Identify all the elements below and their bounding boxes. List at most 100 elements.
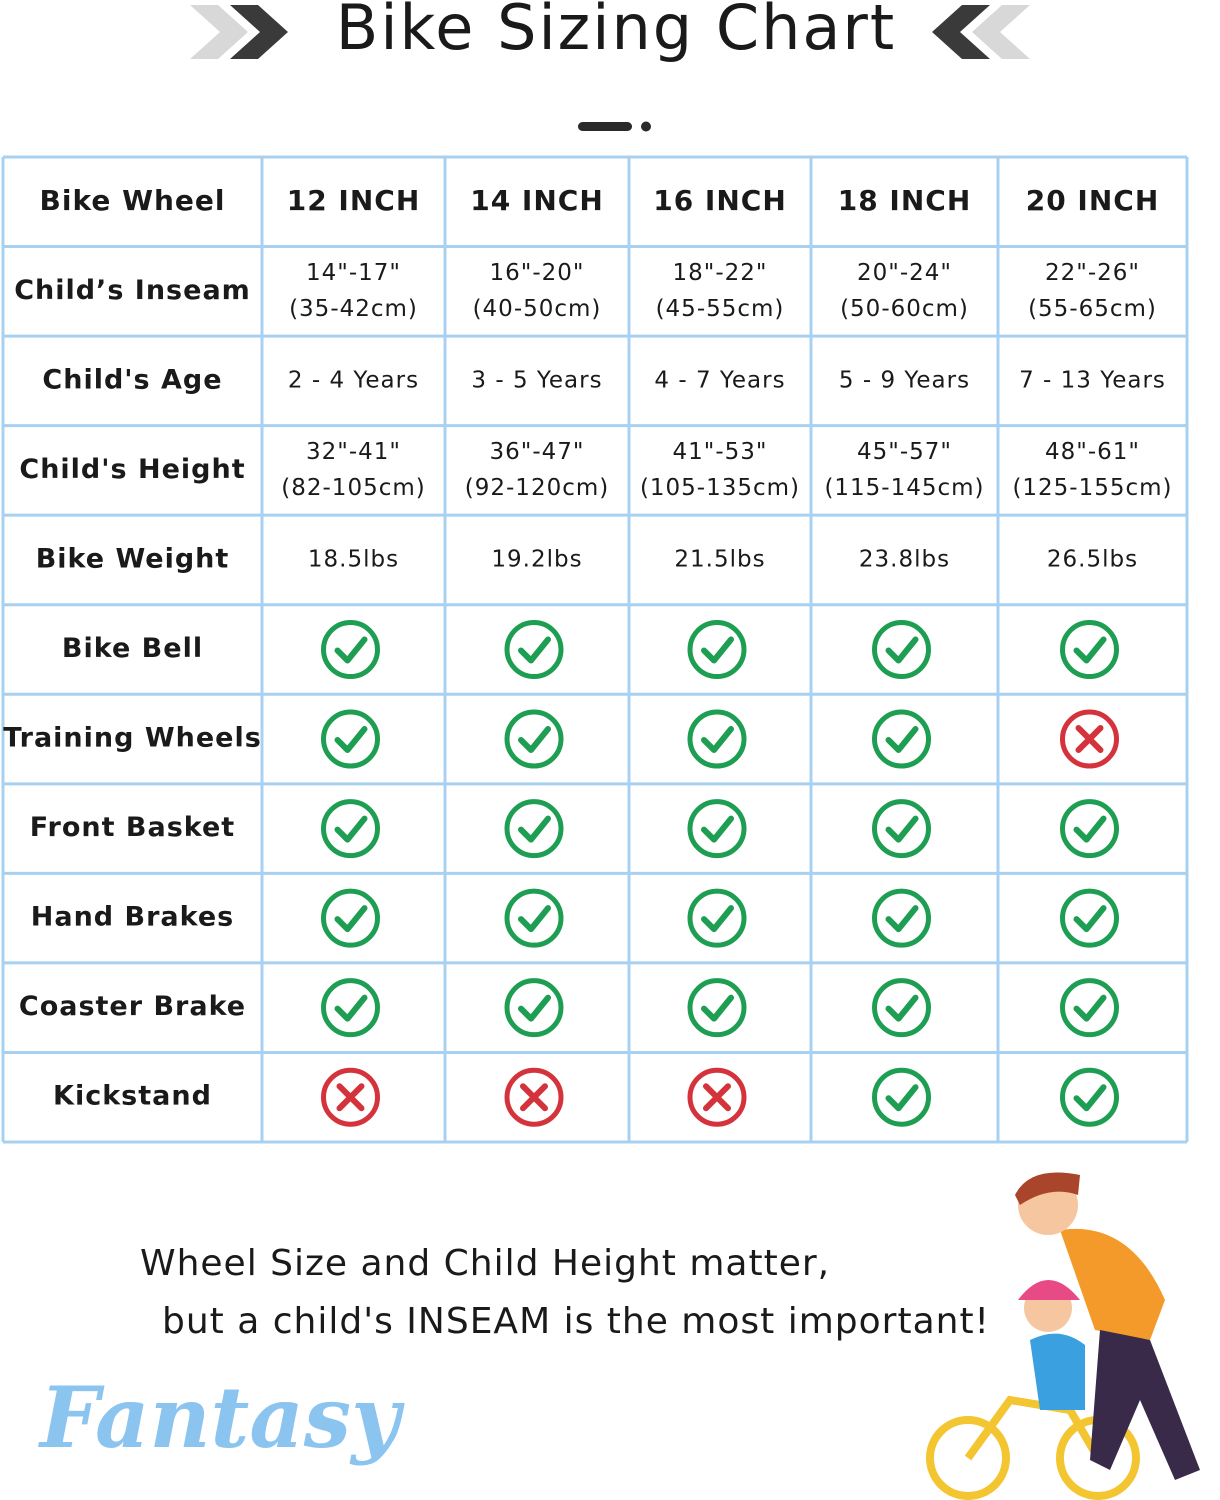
icon-ring: [687, 1067, 747, 1127]
illustration: [926, 1172, 1200, 1500]
icon-ring: [1060, 799, 1119, 859]
icon-check: [334, 815, 368, 843]
icon-check: [518, 726, 551, 754]
icon-ring: [504, 888, 564, 948]
cell-text: 16"-20": [490, 260, 585, 286]
icon-check: [518, 636, 551, 664]
check-icon: [687, 888, 747, 948]
column-header: Bike Wheel: [40, 184, 226, 217]
row-label: Child’s Inseam: [14, 275, 251, 306]
cell-text: (35-42cm): [289, 296, 418, 322]
cell-text: 20"-24": [857, 260, 952, 286]
icon-ring: [872, 888, 931, 948]
cell-text: 21.5lbs: [674, 546, 765, 572]
icon-check: [885, 1084, 919, 1112]
cell-text: 7 - 13 Years: [1019, 367, 1166, 393]
cell-text: (45-55cm): [656, 296, 785, 322]
cross-icon: [321, 1067, 380, 1127]
cell-text: 23.8lbs: [859, 546, 950, 572]
icon-ring: [872, 620, 931, 679]
check-icon: [321, 888, 380, 948]
check-icon: [872, 799, 931, 859]
icon-check: [885, 905, 919, 933]
check-icon: [872, 888, 931, 948]
icon-check: [1073, 636, 1107, 664]
cell-text: (115-145cm): [824, 475, 984, 501]
icon-check: [701, 905, 734, 933]
cell-text: (40-50cm): [473, 296, 602, 322]
check-icon: [1060, 799, 1119, 859]
icon-check: [885, 994, 919, 1022]
icon-check: [1073, 1084, 1107, 1112]
cell-text: 18.5lbs: [308, 546, 399, 572]
check-icon: [1060, 978, 1119, 1038]
check-icon: [687, 709, 747, 769]
icon-ring: [872, 1067, 931, 1127]
cell-text: 5 - 9 Years: [839, 367, 970, 393]
cell-text: 3 - 5 Years: [471, 367, 602, 393]
check-icon: [872, 1067, 931, 1127]
icon-ring: [687, 799, 747, 859]
column-header: 12 INCH: [287, 184, 421, 217]
cell-text: 22"-26": [1045, 260, 1140, 286]
icon-ring: [321, 978, 380, 1038]
cell-text: 48"-61": [1045, 439, 1140, 465]
column-header: 14 INCH: [470, 184, 604, 217]
icon-ring: [687, 978, 747, 1038]
cell-text: 32"-41": [306, 439, 401, 465]
cell-text: 18"-22": [673, 260, 768, 286]
cell-text: (125-155cm): [1012, 475, 1172, 501]
icon-check: [885, 636, 919, 664]
cell-text: 36"-47": [490, 439, 585, 465]
row-label: Bike Weight: [36, 543, 230, 574]
icon-ring: [504, 1067, 564, 1127]
check-icon: [687, 799, 747, 859]
cell-text: (92-120cm): [465, 475, 609, 501]
check-icon: [321, 709, 380, 769]
icon-ring: [321, 709, 380, 769]
icon-ring: [504, 799, 564, 859]
title-divider: [578, 121, 651, 132]
icon-ring: [687, 620, 747, 679]
icon-ring: [321, 620, 380, 679]
cross-icon: [687, 1067, 747, 1127]
cell-text: (55-65cm): [1028, 296, 1157, 322]
icon-cross: [520, 1083, 548, 1112]
chevrons-left: [190, 5, 288, 59]
icon-ring: [1060, 709, 1119, 769]
check-icon: [321, 799, 380, 859]
icon-ring: [687, 709, 747, 769]
row-label: Kickstand: [53, 1081, 212, 1112]
row-label: Front Basket: [30, 812, 235, 843]
check-icon: [872, 620, 931, 679]
icon-cross: [336, 1083, 365, 1112]
icon-ring: [1060, 620, 1119, 679]
title: Bike Sizing Chart: [336, 0, 896, 64]
cell-text: 2 - 4 Years: [288, 367, 419, 393]
icon-check: [1073, 994, 1107, 1022]
cell-text: (105-135cm): [640, 475, 800, 501]
check-icon: [1060, 1067, 1119, 1127]
chevrons-right: [932, 5, 1030, 59]
check-icon: [504, 888, 564, 948]
row-label: Training Wheels: [3, 723, 262, 754]
check-icon: [504, 799, 564, 859]
icon-check: [1073, 815, 1107, 843]
icon-check: [518, 815, 551, 843]
cell-text: 19.2lbs: [491, 546, 582, 572]
icon-check: [701, 726, 734, 754]
row-label: Hand Brakes: [31, 902, 235, 933]
cell-text: 14"-17": [306, 260, 401, 286]
icon-ring: [1060, 888, 1119, 948]
icon-check: [334, 636, 368, 664]
icon-ring: [504, 620, 564, 679]
cell-text: 26.5lbs: [1047, 546, 1138, 572]
icon-ring: [872, 978, 931, 1038]
icon-check: [701, 994, 734, 1022]
row-label: Child's Age: [42, 364, 222, 395]
check-icon: [687, 620, 747, 679]
column-header: 16 INCH: [653, 184, 787, 217]
icon-cross: [1075, 725, 1104, 754]
icon-ring: [1060, 978, 1119, 1038]
